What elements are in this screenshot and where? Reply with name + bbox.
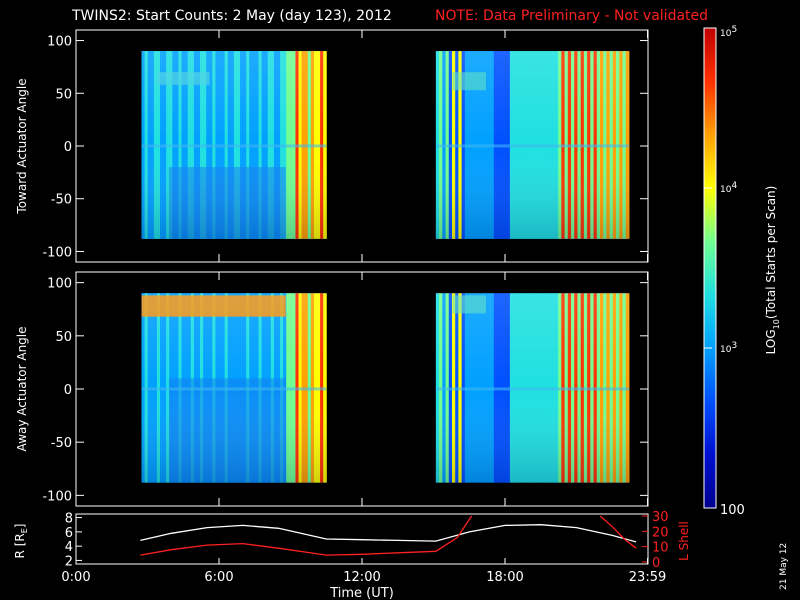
l-shell-line xyxy=(140,515,473,556)
figure-title: TWINS2: Start Counts: 2 May (day 123), 2… xyxy=(71,8,392,24)
y-tick-label: -50 xyxy=(51,436,72,451)
right-y-tick-label: 20 xyxy=(652,525,669,540)
radial-distance-line xyxy=(140,524,637,543)
colorbar-tick-label: 105 xyxy=(720,25,737,39)
colorbar: 105 104 103 100 LOG10(Total Starts per Scan… xyxy=(703,25,781,518)
plot-frame xyxy=(75,513,649,565)
x-tick-label: 6:00 xyxy=(204,570,233,585)
away-angle-panel: 100 50 0 -50 -100 Away Actuator Angle xyxy=(15,271,649,507)
data-interval xyxy=(435,293,630,483)
left-y-axis-label: R [RE] xyxy=(13,524,29,559)
y-tick-label: 8 xyxy=(65,512,73,527)
x-axis-label: Time (UT) xyxy=(329,586,394,600)
y-tick-label: 50 xyxy=(55,330,72,345)
y-tick-label: 50 xyxy=(55,87,72,102)
shading xyxy=(435,51,629,239)
y-tick-label: 4 xyxy=(65,540,73,555)
data-interval xyxy=(141,293,327,483)
y-tick-label: -100 xyxy=(42,245,72,260)
y-axis-label: Toward Actuator Angle xyxy=(15,78,29,214)
preliminary-note: NOTE: Data Preliminary - Not validated xyxy=(435,8,708,24)
right-y-tick-label: 0 xyxy=(652,556,660,571)
data-interval xyxy=(141,51,327,239)
y-tick-label: -50 xyxy=(51,193,72,208)
colorbar-tick-label: 100 xyxy=(720,503,745,518)
data-interval xyxy=(435,51,630,239)
colorbar-label: LOG10(Total Starts per Scan) xyxy=(764,186,781,355)
colorbar-tick-label: 104 xyxy=(720,181,737,195)
x-tick-label: 12:00 xyxy=(343,570,380,585)
y-tick-label: -100 xyxy=(42,489,72,504)
right-y-tick-label: 10 xyxy=(652,541,669,556)
toward-angle-panel: 100 50 0 -50 -100 Toward Actuator Angle xyxy=(15,29,649,263)
side-date-label: 21 May 12 xyxy=(779,543,789,590)
y-tick-label: 2 xyxy=(65,554,73,569)
colorbar-tick-label: 103 xyxy=(720,341,737,355)
right-y-tick-label: 30 xyxy=(652,510,669,525)
x-tick-label: 0:00 xyxy=(61,570,90,585)
y-tick-label: 0 xyxy=(64,140,72,155)
y-tick-label: 100 xyxy=(47,35,72,50)
shading xyxy=(435,293,629,483)
shading xyxy=(141,293,327,483)
y-axis-label: Away Actuator Angle xyxy=(15,326,29,451)
y-tick-label: 6 xyxy=(65,526,73,541)
shading xyxy=(141,51,327,239)
colorbar-scale xyxy=(703,27,717,509)
l-shell-line xyxy=(599,515,637,549)
right-y-axis-label: L Shell xyxy=(677,521,691,561)
y-tick-label: 100 xyxy=(47,277,72,292)
x-tick-label: 18:00 xyxy=(486,570,523,585)
x-tick-label: 23:59 xyxy=(629,570,666,585)
y-tick-label: 0 xyxy=(64,383,72,398)
